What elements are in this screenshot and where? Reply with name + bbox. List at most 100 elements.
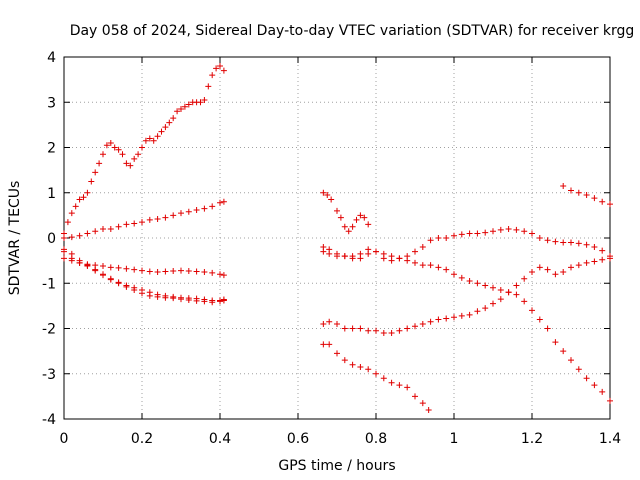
data-point <box>544 325 551 332</box>
y-tick-label: -3 <box>42 367 56 383</box>
data-point <box>388 379 395 386</box>
data-point <box>178 267 184 274</box>
x-tick-label: 0.4 <box>209 431 231 447</box>
data-point <box>466 230 473 237</box>
data-point <box>146 268 153 275</box>
series-s7 <box>320 225 613 264</box>
data-point <box>326 341 333 348</box>
data-point <box>404 325 411 332</box>
data-point <box>357 325 364 332</box>
data-point <box>146 216 153 223</box>
data-point <box>380 375 387 382</box>
data-point <box>341 223 348 230</box>
x-tick-label: 0.8 <box>365 431 387 447</box>
data-point <box>341 253 348 260</box>
data-point <box>64 219 71 226</box>
data-point <box>474 280 481 287</box>
data-point <box>328 196 335 203</box>
data-point <box>123 221 130 228</box>
data-point <box>139 267 145 274</box>
chart-title: Day 058 of 2024, Sidereal Day-to-day VTE… <box>70 23 635 39</box>
grid-lines <box>64 57 610 419</box>
data-point <box>185 208 192 215</box>
data-point <box>146 292 153 299</box>
data-point <box>412 323 418 330</box>
data-point <box>178 210 184 217</box>
data-point <box>513 282 520 289</box>
data-point <box>412 393 418 400</box>
data-point <box>123 283 130 290</box>
series-s8 <box>320 248 613 404</box>
data-point <box>458 274 465 281</box>
data-point <box>135 151 142 158</box>
data-point <box>357 363 364 370</box>
data-point <box>365 327 372 334</box>
data-point <box>474 308 481 315</box>
data-point <box>482 229 489 236</box>
x-tick-label: 0.2 <box>131 431 153 447</box>
data-point <box>575 366 582 373</box>
data-point <box>213 65 220 72</box>
data-point <box>139 290 145 297</box>
data-point <box>425 406 432 413</box>
data-point <box>61 235 67 241</box>
data-point <box>201 205 208 212</box>
y-tick-label: 3 <box>47 95 56 111</box>
data-point <box>115 146 122 153</box>
y-tick-label: 0 <box>47 231 56 247</box>
data-point <box>435 264 442 271</box>
data-point <box>552 238 559 245</box>
data-point <box>435 316 442 323</box>
data-point <box>365 250 372 257</box>
data-point <box>536 264 543 271</box>
data-point <box>529 307 535 314</box>
data-point <box>107 264 114 271</box>
data-point <box>170 295 177 302</box>
series-s10 <box>320 341 432 413</box>
data-point <box>388 330 395 337</box>
data-point <box>107 225 114 232</box>
data-point <box>490 300 496 307</box>
data-point <box>599 388 606 395</box>
data-point <box>324 192 331 199</box>
data-point <box>76 259 83 266</box>
data-point <box>154 293 161 300</box>
data-point <box>404 384 411 391</box>
series-s6 <box>320 189 372 235</box>
data-point <box>568 357 574 364</box>
y-tick-label: 1 <box>47 186 56 202</box>
data-point <box>380 250 387 257</box>
data-point <box>154 133 161 140</box>
data-point <box>320 320 327 327</box>
data-point <box>568 239 574 246</box>
data-point <box>334 207 340 214</box>
data-point <box>185 268 192 275</box>
data-point <box>320 248 327 255</box>
series-s1 <box>61 63 227 237</box>
data-point <box>209 72 216 79</box>
data-point <box>396 327 403 334</box>
data-point <box>320 189 327 196</box>
data-point <box>412 248 418 255</box>
data-point <box>103 142 110 149</box>
data-point <box>146 135 153 142</box>
y-tick-label: -4 <box>42 412 56 428</box>
data-point <box>131 287 138 294</box>
data-point <box>68 257 75 264</box>
data-point <box>115 280 122 287</box>
data-point <box>349 361 356 368</box>
data-point <box>419 320 426 327</box>
data-point <box>220 198 227 205</box>
data-point <box>154 215 161 222</box>
data-point <box>357 212 364 219</box>
data-point <box>209 203 216 210</box>
data-point <box>174 108 181 115</box>
data-point <box>154 268 161 275</box>
data-point <box>435 235 442 241</box>
series-s5 <box>61 255 227 306</box>
data-point <box>536 235 543 241</box>
data-point <box>490 228 496 235</box>
data-point <box>107 139 114 146</box>
data-point <box>513 226 520 233</box>
data-point <box>217 63 223 70</box>
